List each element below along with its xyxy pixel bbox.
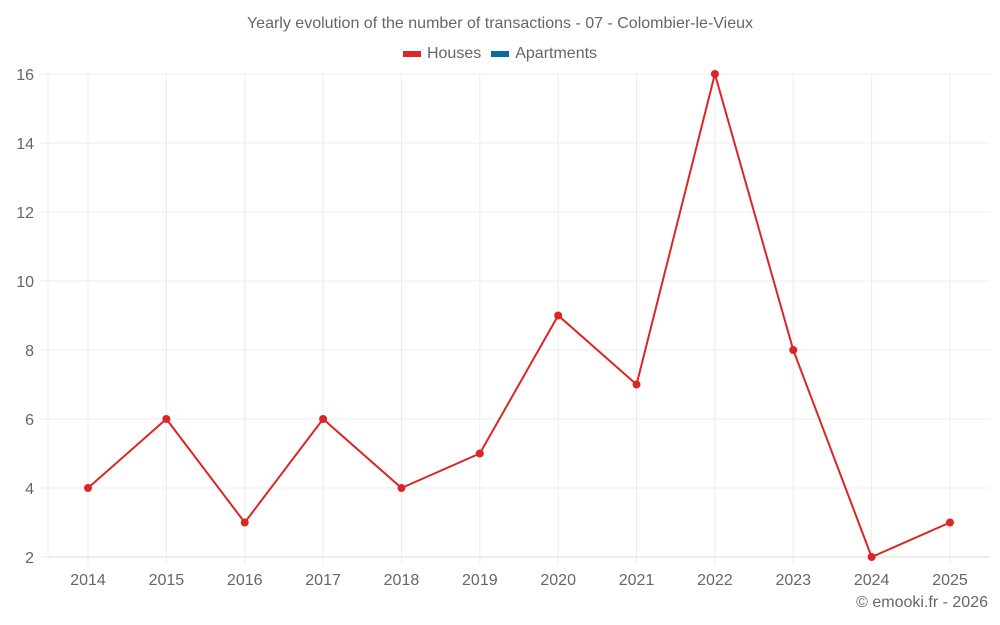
y-tick-label: 16 (16, 67, 34, 84)
y-axis: 2 4 6 8 10 12 14 16 (16, 67, 34, 567)
y-tick-label: 2 (25, 550, 34, 567)
data-point[interactable] (397, 484, 406, 492)
x-tick-label: 2023 (775, 572, 811, 589)
x-tick-label: 2014 (70, 572, 106, 589)
y-tick-label: 12 (16, 205, 34, 222)
x-tick-label: 2025 (932, 572, 968, 589)
data-point[interactable] (710, 70, 719, 78)
x-tick-label: 2019 (462, 572, 498, 589)
y-tick-label: 6 (25, 412, 34, 429)
legend-item-apartments[interactable]: Apartments (491, 45, 597, 63)
data-point[interactable] (162, 415, 171, 423)
data-point[interactable] (84, 484, 92, 492)
chart-legend: Houses Apartments (0, 45, 1000, 63)
apartments-swatch-icon (491, 51, 510, 57)
data-point[interactable] (946, 518, 954, 527)
x-axis: 2014 2015 2016 2017 2018 2019 2020 2021 2022 2023… (70, 572, 968, 589)
x-tick-label: 2016 (227, 572, 263, 589)
series-houses (84, 70, 954, 561)
data-point[interactable] (240, 518, 249, 527)
chart-title: Yearly evolution of the number of transa… (246, 15, 754, 32)
y-tick-label: 10 (16, 274, 34, 291)
x-tick-label: 2018 (384, 572, 420, 589)
y-tick-label: 14 (16, 136, 34, 153)
x-tick-label: 2021 (619, 572, 655, 589)
x-tick-label: 2015 (149, 572, 185, 589)
series-line (87, 70, 951, 559)
data-point[interactable] (789, 346, 798, 354)
credit-text: © emooki.fr - 2026 (856, 594, 988, 611)
y-tick-label: 8 (25, 343, 34, 360)
x-tick-label: 2022 (697, 572, 733, 589)
grid-lines (40, 73, 990, 565)
y-tick-label: 4 (25, 481, 34, 498)
houses-swatch-icon (402, 51, 421, 57)
data-point[interactable] (319, 415, 328, 423)
data-point[interactable] (475, 449, 484, 458)
legend-item-houses[interactable]: Houses (402, 45, 482, 63)
data-point[interactable] (632, 380, 641, 389)
x-tick-label: 2017 (305, 572, 341, 589)
data-point[interactable] (867, 553, 876, 561)
x-tick-label: 2020 (540, 572, 576, 589)
legend-label-apartments: Apartments (515, 45, 598, 62)
legend-label-houses: Houses (426, 45, 482, 62)
data-point[interactable] (554, 311, 563, 320)
x-tick-label: 2024 (854, 572, 890, 589)
